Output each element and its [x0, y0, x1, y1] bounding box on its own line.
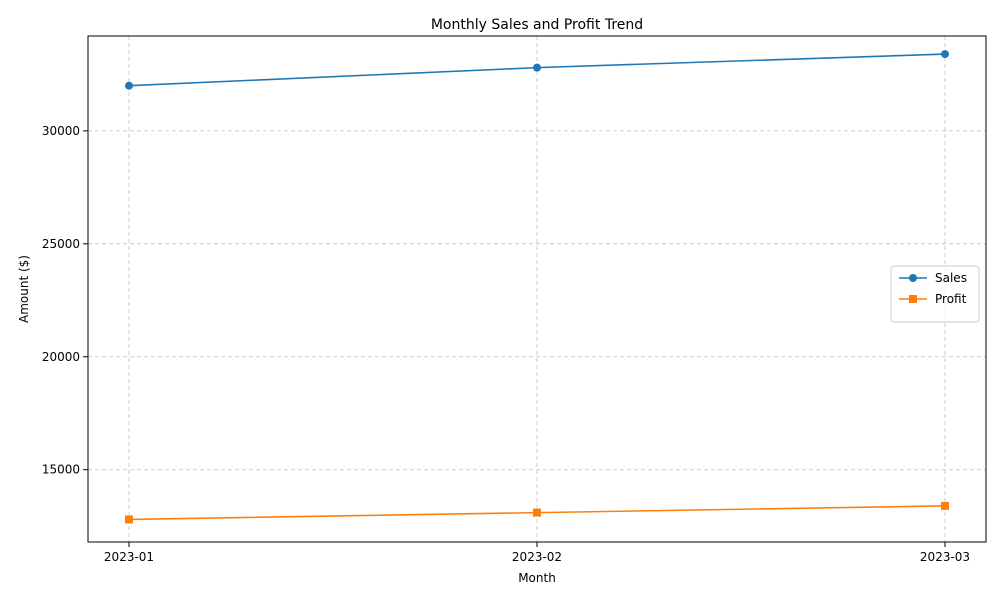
- profit-point: [125, 515, 133, 524]
- y-tick-label: 15000: [42, 463, 80, 477]
- y-tick-label: 30000: [42, 124, 80, 138]
- sales-point: [941, 50, 949, 59]
- x-tick-label: 2023-01: [104, 550, 154, 564]
- axis-ticks: 2023-01 2023-02 2023-03 15000 20000 25000 3000…: [42, 124, 970, 564]
- profit-point: [533, 508, 541, 517]
- gridlines: [88, 36, 986, 542]
- sales-point: [533, 63, 541, 72]
- profit-point: [941, 501, 949, 510]
- legend-marker-sales: [909, 274, 917, 282]
- sales-point: [125, 81, 133, 90]
- x-tick-label: 2023-02: [512, 550, 562, 564]
- series-group: [125, 50, 949, 524]
- legend-label-profit: Profit: [935, 292, 967, 306]
- y-tick-label: 20000: [42, 350, 80, 364]
- x-tick-label: 2023-03: [920, 550, 970, 564]
- legend-marker-profit: [909, 295, 917, 303]
- legend-label-sales: Sales: [935, 271, 967, 285]
- x-axis-label: Month: [518, 571, 556, 585]
- y-axis-label: Amount ($): [17, 255, 31, 323]
- legend: Sales Profit: [890, 265, 980, 323]
- y-tick-label: 25000: [42, 237, 80, 251]
- chart-title: Monthly Sales and Profit Trend: [431, 17, 643, 33]
